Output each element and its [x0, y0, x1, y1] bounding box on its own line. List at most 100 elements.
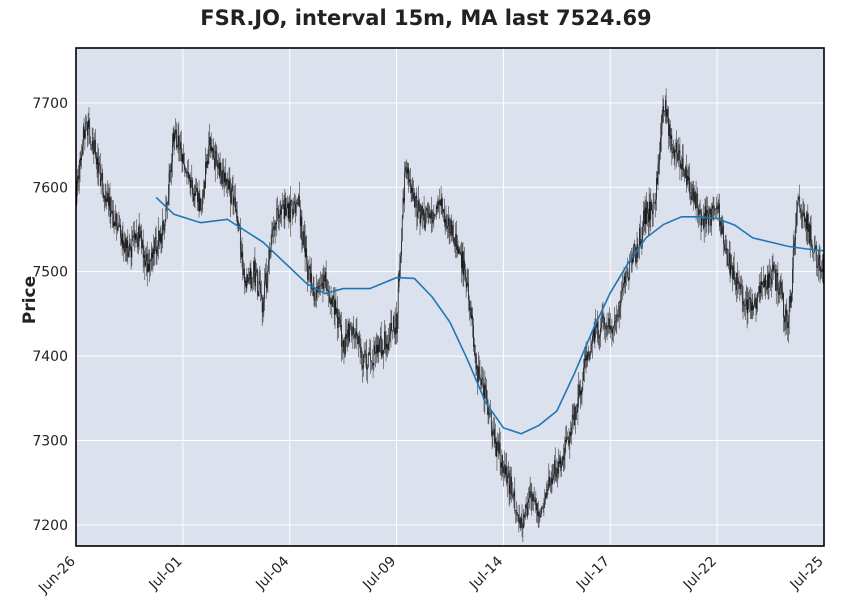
candle-body: [205, 161, 206, 189]
candle-body: [800, 212, 802, 218]
candle-body: [194, 193, 196, 196]
candle-body: [399, 262, 401, 271]
candle-body: [816, 245, 818, 268]
candle-body: [610, 325, 612, 330]
candle-body: [383, 349, 384, 354]
candle-body: [278, 209, 279, 219]
candle-body: [769, 273, 771, 278]
candle-body: [503, 465, 505, 467]
candle-body: [772, 264, 774, 271]
candle-body: [288, 202, 290, 219]
candle-body: [265, 273, 267, 289]
candle-body: [564, 439, 566, 456]
candle-body: [773, 264, 775, 271]
candle-body: [150, 259, 151, 262]
candle-body: [103, 195, 105, 199]
candle-body: [218, 162, 220, 177]
candle-body: [144, 254, 146, 266]
candle-body: [605, 326, 606, 330]
candle-body: [303, 231, 305, 237]
candle-body: [494, 438, 496, 444]
candle-body: [734, 279, 736, 281]
candle-body: [696, 193, 698, 195]
candle-body: [726, 248, 728, 256]
candle-body: [308, 266, 310, 268]
candle-body: [748, 299, 750, 301]
candle-body: [586, 355, 588, 361]
candle-body: [371, 361, 372, 363]
candle-body: [519, 517, 520, 524]
candle-body: [388, 334, 390, 343]
candle-body: [77, 175, 78, 185]
candle-body: [578, 384, 580, 399]
candle-body: [569, 431, 571, 444]
candle-body: [218, 162, 219, 169]
candle-body: [518, 521, 520, 524]
candle-body: [330, 298, 332, 305]
candle-body: [433, 214, 435, 221]
candle-body: [266, 281, 268, 289]
candle-body: [254, 261, 256, 287]
candle-body: [324, 271, 326, 282]
candle-body: [520, 518, 522, 528]
candle-body: [170, 170, 172, 173]
candle-body: [269, 249, 271, 253]
candle-body: [459, 249, 461, 253]
candle-body: [304, 236, 306, 257]
candle-body: [392, 329, 393, 331]
candle-body: [538, 511, 540, 517]
candle-body: [608, 318, 610, 328]
candle-body: [115, 213, 117, 226]
candle-body: [522, 524, 524, 528]
candle-body: [562, 456, 564, 461]
candle-body: [677, 151, 679, 161]
candle-body: [807, 213, 809, 233]
candle-body: [475, 356, 477, 370]
candle-body: [184, 168, 186, 170]
candle-body: [82, 126, 84, 147]
candle-body: [221, 171, 223, 184]
candle-body: [283, 204, 285, 220]
candle-body: [429, 212, 431, 218]
candle-body: [85, 121, 87, 131]
candle-body: [622, 287, 623, 292]
candle-body: [789, 295, 791, 308]
candle-body: [451, 220, 452, 236]
candle-body: [397, 313, 398, 334]
candle-body: [343, 340, 345, 352]
y-axis: 7200 7300 7400 7500 7600 7700: [32, 96, 68, 534]
candle-body: [590, 346, 592, 354]
candle-body: [508, 473, 510, 494]
candle-body: [515, 510, 516, 512]
candle-body: [490, 412, 492, 427]
candle-body: [506, 466, 508, 484]
candle-body: [272, 229, 274, 231]
candle-body: [339, 319, 341, 327]
candle-body: [550, 478, 552, 484]
candle-body: [664, 111, 665, 113]
candle-body: [142, 240, 143, 249]
candle-body: [631, 259, 633, 263]
candle-body: [234, 197, 236, 200]
candle-body: [230, 189, 231, 204]
candle-body: [539, 516, 541, 518]
candle-body: [393, 316, 395, 328]
candle-body: [476, 365, 478, 370]
candle-body: [786, 309, 788, 322]
candle-body: [822, 258, 824, 273]
candle-body: [297, 203, 299, 206]
candle-body: [487, 401, 489, 416]
candle-body: [437, 201, 439, 209]
candle-body: [226, 178, 227, 185]
candle-body: [791, 293, 792, 303]
candle-body: [421, 206, 423, 217]
candle-body: [146, 253, 148, 273]
candle-body: [310, 273, 312, 282]
candle-body: [336, 308, 338, 314]
candle-body: [346, 336, 348, 339]
candle-body: [620, 292, 622, 307]
candle-body: [222, 169, 223, 184]
candle-body: [624, 276, 626, 283]
candle-body: [597, 321, 599, 338]
candle-body: [351, 334, 353, 335]
